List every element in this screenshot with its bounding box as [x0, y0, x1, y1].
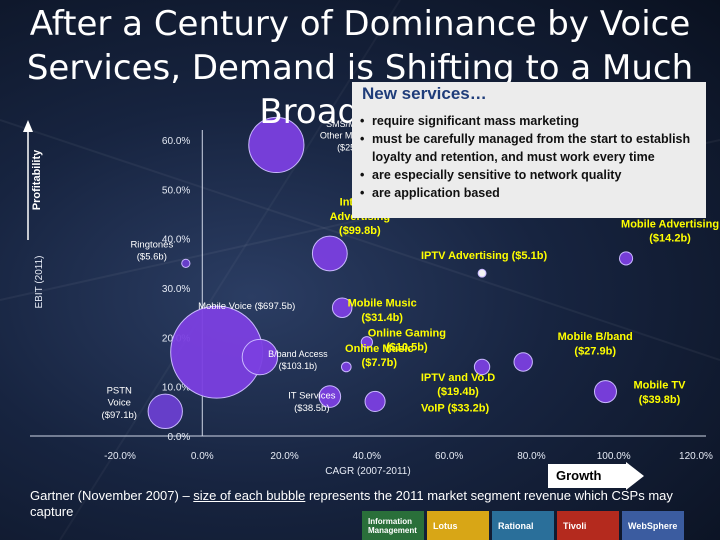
callout-item: • are application based	[360, 186, 500, 200]
x-tick-label: -20.0%	[104, 451, 136, 462]
bubble-label: Mobile Advertising ($14.2b)	[621, 218, 719, 244]
y-axis-title: EBIT (2011)	[34, 256, 45, 309]
bubble-label: Ringtones ($5.6b)	[130, 239, 173, 262]
x-tick-label: 20.0%	[270, 451, 298, 462]
bubble-label: Mobile Music ($31.4b)	[348, 298, 417, 324]
bubble-label: IT Services ($38.5b)	[288, 391, 336, 414]
y-tick-label: 0.0%	[167, 432, 190, 443]
x-tick-label: 0.0%	[191, 451, 214, 462]
bubble-point	[147, 393, 183, 429]
logo-lotus: Lotus	[427, 511, 489, 540]
source-underlined: size of each bubble	[193, 488, 306, 503]
bubble-point	[340, 361, 352, 373]
bubble-label: Mobile B/band ($27.9b)	[558, 331, 633, 357]
growth-label: Growth	[556, 468, 602, 483]
bubble-point	[513, 352, 533, 372]
x-tick-label: 100.0%	[597, 451, 631, 462]
profitability-arrowhead-icon	[23, 120, 33, 132]
bubble-point	[241, 338, 279, 376]
bubble-label: VoIP ($33.2b)	[421, 402, 489, 414]
bubble-point	[618, 251, 634, 266]
x-tick-label: 80.0%	[517, 451, 545, 462]
bubble-point	[331, 297, 353, 318]
bubble-label: Mobile Voice ($697.5b)	[198, 301, 295, 312]
bubble-point	[311, 235, 348, 272]
y-tick-label: 40.0%	[162, 235, 190, 246]
callout-list: • require significant mass marketing • mus…	[360, 112, 700, 202]
x-tick-label: 120.0%	[679, 451, 713, 462]
bubble-point	[477, 268, 487, 278]
callout-title: New services…	[362, 84, 487, 103]
growth-arrow-icon	[548, 462, 644, 490]
source-note: Gartner (November 2007) – size of each b…	[30, 488, 710, 520]
logo-information-management: Information Management	[362, 511, 424, 540]
y-tick-label: 30.0%	[162, 284, 190, 295]
source-suffix: represents the 2011 market segment reven…	[30, 488, 673, 519]
source-prefix: Gartner (November 2007) –	[30, 488, 194, 503]
bubble-label: IPTV and Vo.D ($19.4b)	[421, 372, 495, 398]
bubble-label: PSTN Voice ($97.1b)	[102, 385, 137, 421]
profitability-label: Profitability	[31, 149, 43, 210]
chart-bubbles	[147, 116, 634, 429]
new-services-callout: New services… • require significant mass …	[352, 82, 706, 218]
bubble-point	[181, 258, 191, 268]
brand-logo-strip: Information Management Lotus Rational Ti…	[362, 511, 684, 540]
bubble-point	[248, 116, 305, 174]
logo-websphere: WebSphere	[622, 511, 684, 540]
bubble-label: Online Music ($7.7b)	[345, 343, 413, 369]
chart-labels: PSTN Voice ($97.1b)Mobile Voice ($697.5b)S…	[102, 119, 719, 421]
x-axis-title: CAGR (2007-2011)	[325, 466, 410, 477]
bubble-point	[593, 380, 617, 404]
bubble-label: B/band Access ($103.1b)	[268, 349, 328, 371]
bubble-point	[364, 390, 386, 413]
logo-rational: Rational	[492, 511, 554, 540]
x-tick-label: 60.0%	[435, 451, 463, 462]
bubble-label: Mobile TV ($39.8b)	[634, 380, 687, 406]
bubble-point	[360, 336, 374, 349]
y-tick-label: 10.0%	[162, 383, 190, 394]
callout-item: • must be carefully managed from the star…	[360, 132, 691, 164]
y-tick-label: 60.0%	[162, 136, 190, 147]
bubble-label: Online Gaming ($10.5b)	[368, 327, 446, 353]
bubble-label: IPTV Advertising ($5.1b)	[421, 250, 547, 262]
callout-item: • require significant mass marketing	[360, 114, 580, 128]
x-tick-label: 40.0%	[353, 451, 381, 462]
y-tick-label: 50.0%	[162, 185, 190, 196]
logo-tivoli: Tivoli	[557, 511, 619, 540]
bubble-point	[473, 358, 491, 376]
chart-axes: -20.0% 0.0% 20.0% 40.0% 60.0% 80.0% 100.0% 120.…	[23, 120, 713, 477]
callout-item: • are especially sensitive to network qua…	[360, 168, 622, 182]
bubble-point	[318, 385, 342, 408]
